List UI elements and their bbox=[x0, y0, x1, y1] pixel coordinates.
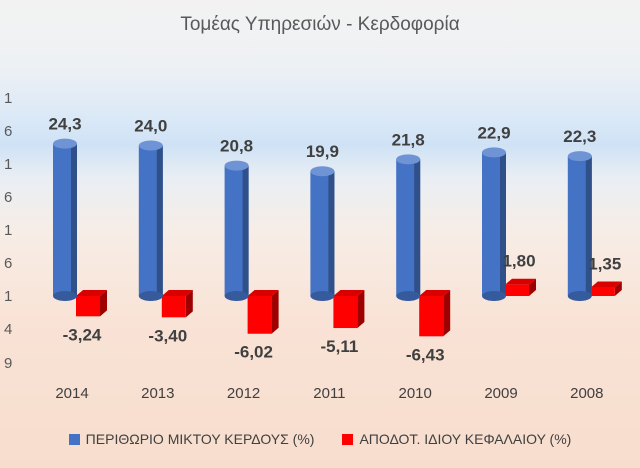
y-tick-label: 1 bbox=[4, 288, 12, 305]
bar-blue-top bbox=[310, 166, 335, 177]
bar-red bbox=[333, 296, 358, 329]
x-tick-label: 2009 bbox=[484, 385, 517, 402]
y-tick-label: 1 bbox=[4, 222, 12, 239]
x-tick-label: 2008 bbox=[570, 385, 603, 402]
bar-blue-base bbox=[310, 291, 335, 301]
x-tick-label: 2013 bbox=[141, 385, 174, 402]
bar-red bbox=[247, 296, 272, 334]
bar-blue-shade bbox=[500, 152, 506, 296]
bar-red bbox=[161, 296, 186, 318]
bar-blue-base bbox=[396, 291, 421, 301]
bar-red bbox=[505, 284, 529, 296]
y-tick-label: 1 bbox=[4, 156, 12, 173]
y-tick-label: 4 bbox=[4, 321, 12, 338]
data-label-series-0: 21,8 bbox=[392, 130, 425, 149]
bar-blue-base bbox=[138, 291, 163, 301]
bar-red-side bbox=[100, 290, 107, 317]
bar-red-top bbox=[333, 290, 365, 296]
bar-blue-shade bbox=[414, 159, 421, 296]
legend: ΠΕΡΙΘΩΡΙΟ ΜΙΚΤΟΥ ΚΕΡΔΟΥΣ (%) ΑΠΟΔΟΤ. ΙΔΙ… bbox=[0, 431, 640, 447]
bar-blue-top bbox=[567, 151, 592, 162]
data-label-series-1: -5,11 bbox=[320, 337, 358, 356]
legend-item-series-0: ΠΕΡΙΘΩΡΙΟ ΜΙΚΤΟΥ ΚΕΡΔΟΥΣ (%) bbox=[68, 431, 315, 447]
bar-blue-shade bbox=[585, 156, 592, 296]
y-tick-label: 6 bbox=[4, 123, 12, 140]
bar-red-top bbox=[419, 290, 451, 296]
x-tick-label: 2014 bbox=[55, 385, 88, 402]
bar-blue-base bbox=[567, 291, 592, 301]
bar-red-side bbox=[443, 290, 451, 337]
bar-blue-base bbox=[53, 291, 77, 301]
x-tick-label: 2010 bbox=[399, 385, 432, 402]
bar-blue-shade bbox=[328, 171, 335, 296]
bar-red-top bbox=[247, 290, 279, 296]
data-label-series-1: 1,35 bbox=[588, 255, 621, 274]
bar-blue-top bbox=[482, 147, 506, 158]
data-label-series-0: 24,0 bbox=[134, 117, 167, 136]
bar-red bbox=[76, 296, 100, 317]
bar-blue-top bbox=[138, 140, 163, 151]
x-tick-label: 2012 bbox=[227, 385, 260, 402]
x-tick-label: 2011 bbox=[313, 385, 345, 402]
bar-red-top bbox=[590, 281, 622, 288]
data-label-series-0: 24,3 bbox=[48, 115, 81, 134]
bar-blue-shade bbox=[71, 143, 77, 296]
data-label-series-1: -3,40 bbox=[148, 326, 187, 345]
bar-red-side bbox=[271, 290, 279, 334]
legend-swatch-series-0 bbox=[68, 433, 80, 445]
legend-label-series-1: ΑΠΟΔΟΤ. ΙΔΙΟΥ ΚΕΦΑΛΑΙΟΥ (%) bbox=[359, 431, 572, 447]
bar-blue-top bbox=[396, 154, 421, 165]
y-tick-label: 6 bbox=[4, 189, 12, 206]
bar-red-side bbox=[614, 281, 622, 296]
bar-blue-base bbox=[224, 291, 249, 301]
bar-red-side bbox=[357, 290, 365, 329]
legend-label-series-0: ΠΕΡΙΘΩΡΙΟ ΜΙΚΤΟΥ ΚΕΡΔΟΥΣ (%) bbox=[85, 431, 315, 447]
bar-red bbox=[590, 287, 615, 296]
data-label-series-1: 1,80 bbox=[502, 252, 535, 271]
data-label-series-1: -3,24 bbox=[63, 325, 102, 344]
bar-blue-base bbox=[482, 291, 506, 301]
y-tick-label: 9 bbox=[4, 355, 12, 372]
y-tick-label: 1 bbox=[4, 90, 12, 107]
data-label-series-1: -6,02 bbox=[234, 343, 273, 362]
bar-red bbox=[419, 296, 444, 337]
bar-blue-top bbox=[224, 160, 249, 171]
data-label-series-0: 19,9 bbox=[306, 142, 339, 161]
bar-red-side bbox=[185, 290, 193, 318]
bar-red-side bbox=[529, 278, 536, 296]
bar-blue-shade bbox=[242, 165, 249, 296]
bar-red-top bbox=[161, 290, 193, 296]
y-tick-label: 6 bbox=[4, 255, 12, 272]
bar-red-top bbox=[505, 278, 536, 285]
legend-swatch-series-1 bbox=[342, 433, 354, 445]
chart-title: Τομέας Υπηρεσιών - Κερδοφορία bbox=[180, 14, 460, 35]
data-label-series-0: 22,9 bbox=[477, 123, 510, 142]
data-label-series-0: 20,8 bbox=[220, 137, 253, 156]
data-label-series-1: -6,43 bbox=[406, 345, 445, 364]
bar-blue-shade bbox=[156, 145, 163, 296]
bar-blue-top bbox=[53, 138, 77, 149]
legend-item-series-1: ΑΠΟΔΟΤ. ΙΔΙΟΥ ΚΕΦΑΛΑΙΟΥ (%) bbox=[342, 431, 571, 447]
bar-red-top bbox=[76, 290, 107, 296]
data-label-series-0: 22,3 bbox=[563, 127, 596, 146]
